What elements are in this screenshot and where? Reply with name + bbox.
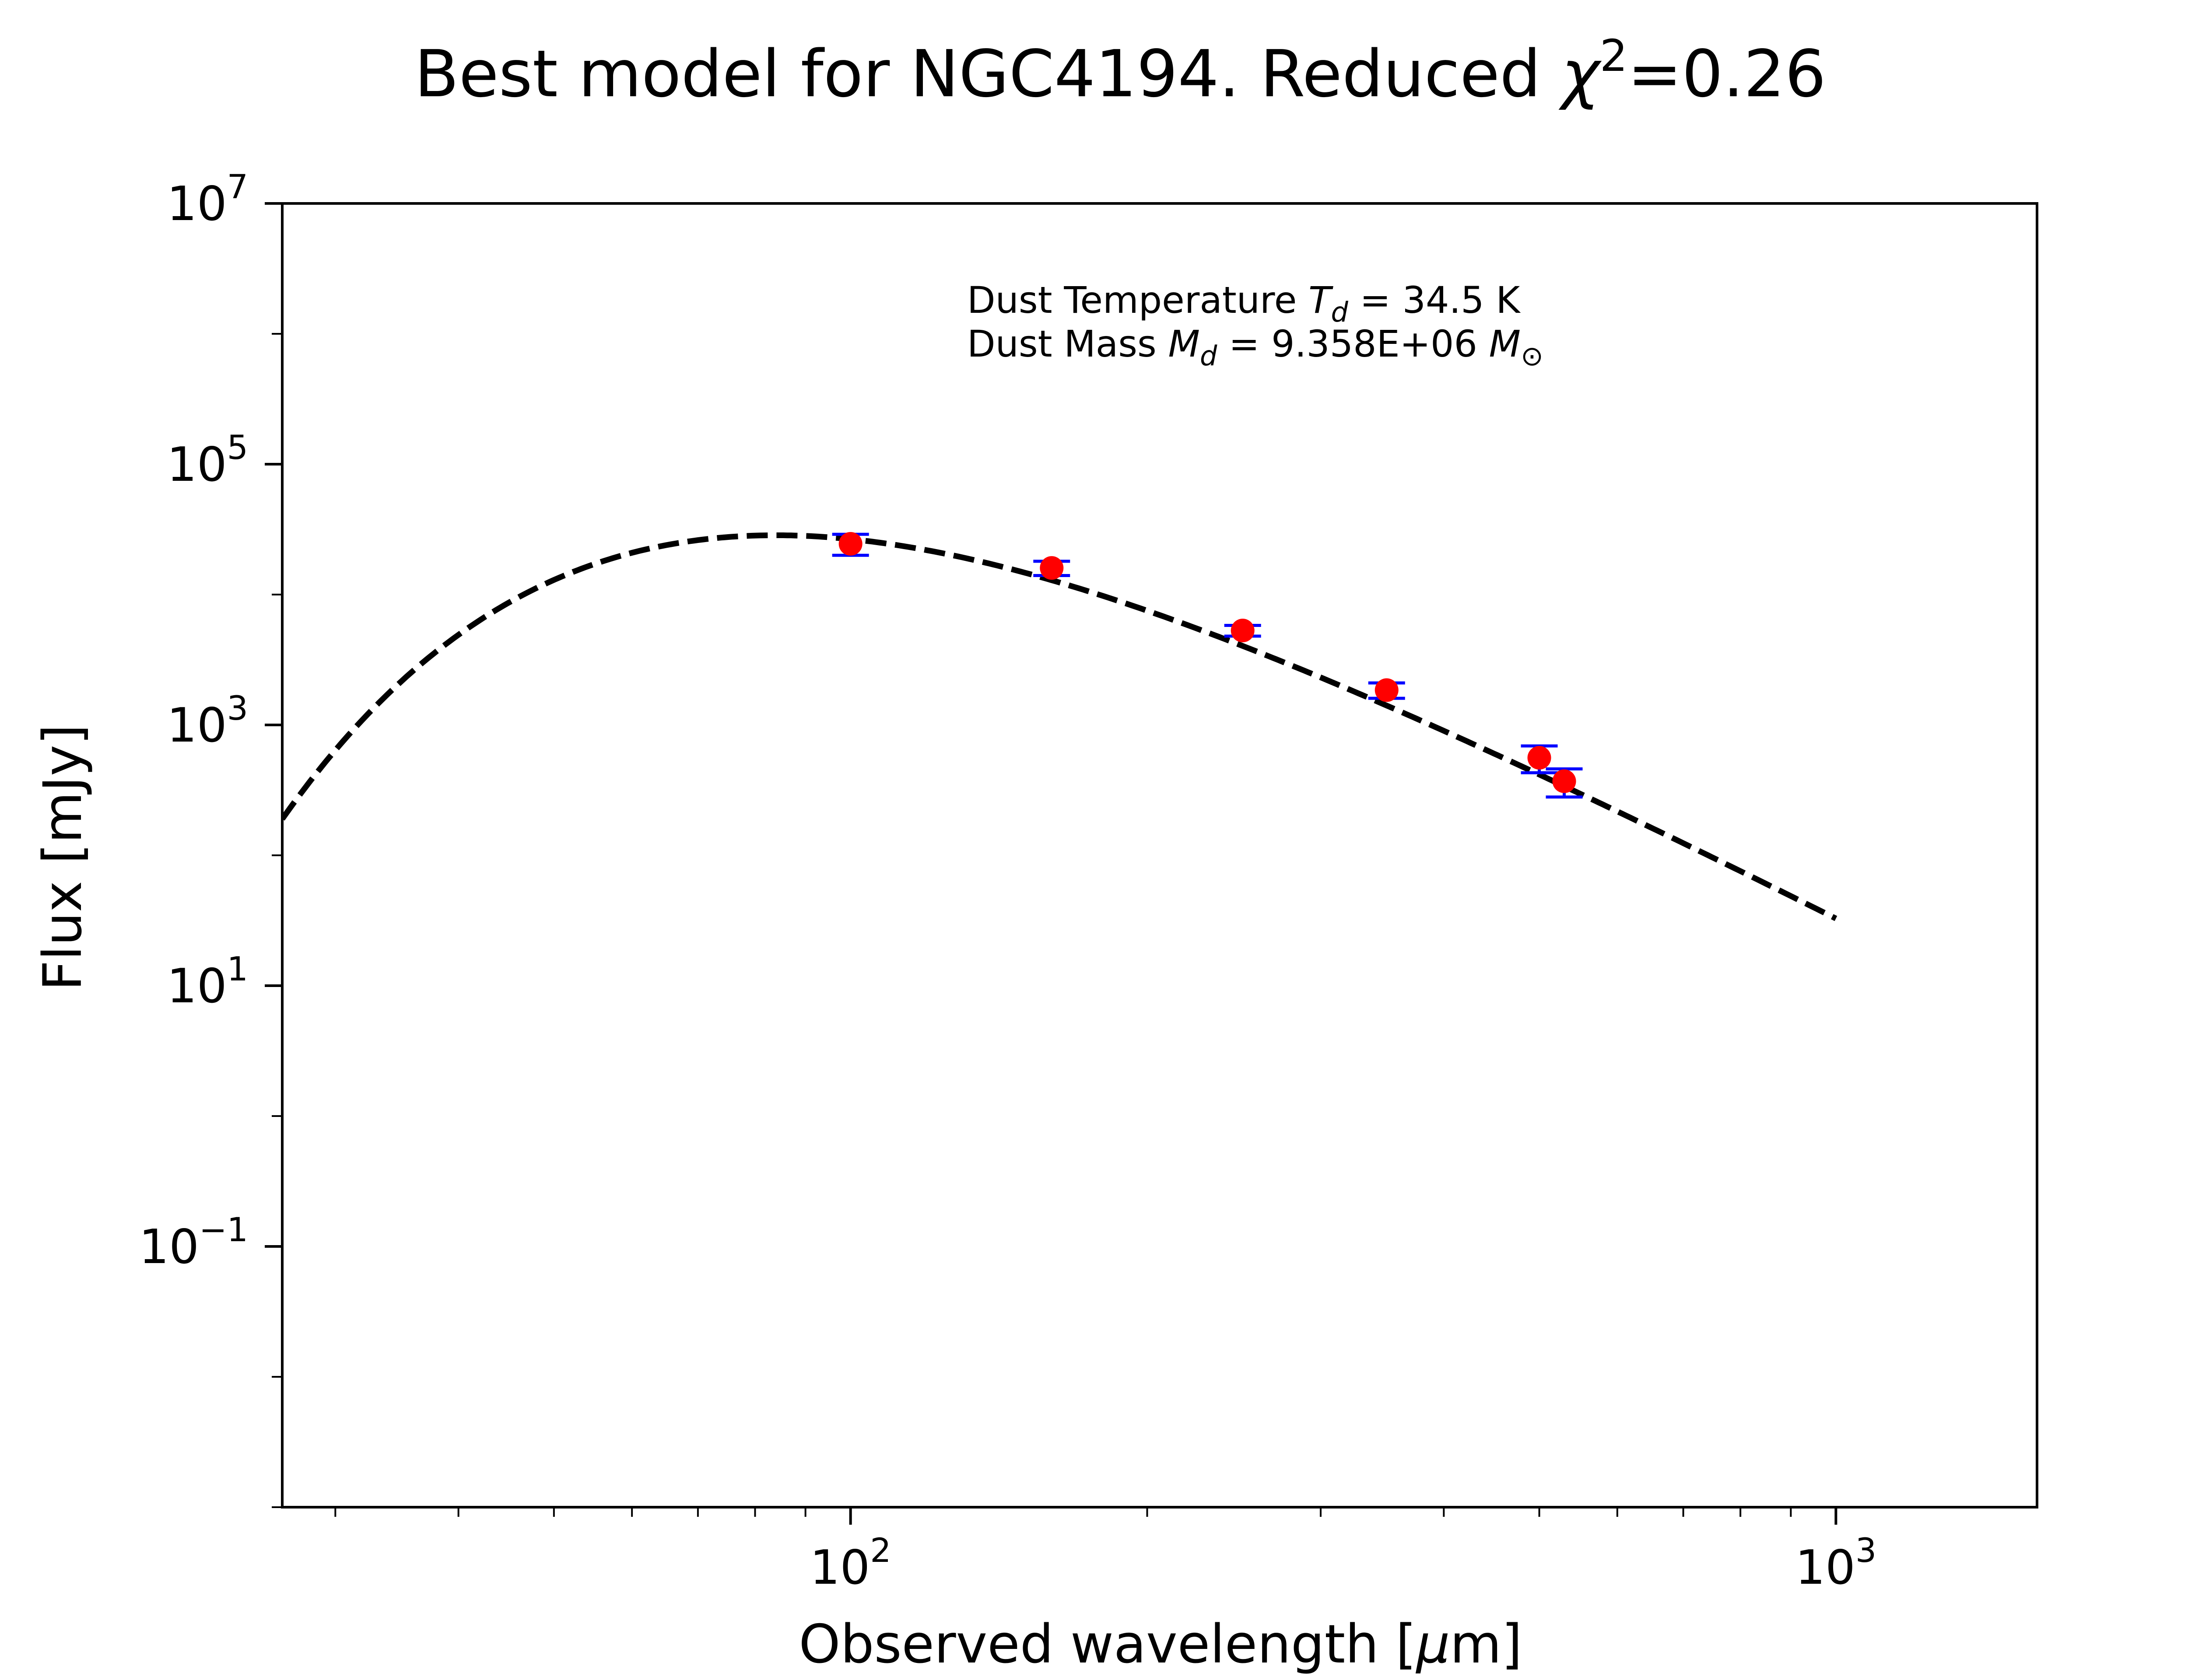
y-tick-label: 101 [167,949,248,1014]
data-point [1040,556,1064,580]
x-tick-label: 102 [810,1531,891,1595]
data-point [1552,769,1576,793]
annotation-dust-mass: Dust Mass Md = 9.358E+06 M⊙ [967,322,1543,372]
data-point [1527,746,1551,770]
y-tick-label: 10−1 [139,1210,248,1274]
annotation-dust-temperature: Dust Temperature Td = 34.5 K [967,279,1521,328]
y-axis-label: Flux [mJy] [32,724,94,991]
model-curve [282,532,1837,921]
data-point [838,532,863,556]
chart-title: Best model for NGC4194. Reduced χ2=0.26 [414,30,1826,112]
x-axis-label: Observed wavelength [μm] [799,1614,1522,1675]
y-tick-label: 105 [167,428,248,492]
plot-area: 102 103 10−1 101 103 105 107 [139,167,2038,1595]
x-tick-label: 103 [1795,1531,1876,1595]
y-tick-label: 103 [167,689,248,753]
data-point [1231,619,1255,643]
y-tick-label: 107 [167,167,248,231]
data-point [1375,678,1399,702]
